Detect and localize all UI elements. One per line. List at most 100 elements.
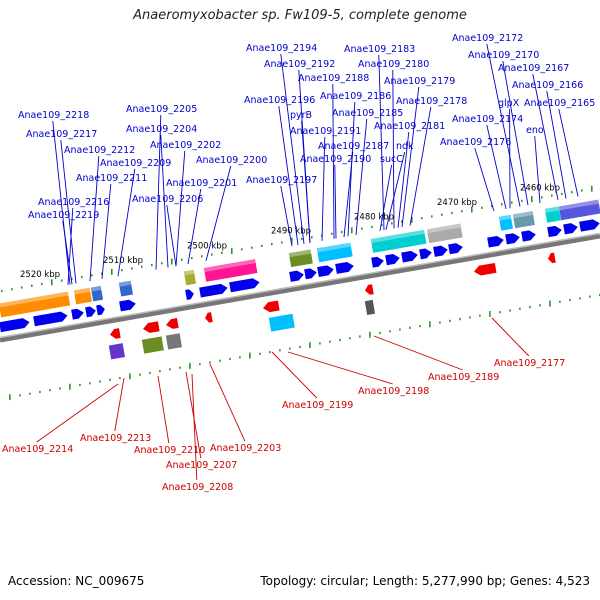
forward-gene-anae109-2180: Anae109_2180 bbox=[358, 59, 429, 229]
forward-gene-label: Anae109_2183 bbox=[344, 44, 415, 55]
reverse-gene-arrow bbox=[110, 328, 121, 339]
lower-guide-dots bbox=[9, 293, 600, 401]
leader-line bbox=[89, 155, 100, 282]
forward-gene-anae109-2179: Anae109_2179 bbox=[384, 76, 455, 228]
cog-block-forward bbox=[288, 249, 313, 268]
cog-block-reverse bbox=[165, 333, 182, 350]
reverse-gene-label: Anae109_2177 bbox=[494, 358, 565, 369]
forward-gene-label: Anae109_2196 bbox=[244, 95, 315, 106]
forward-gene-anae109-2206: Anae109_2206 bbox=[132, 194, 203, 267]
map-title: Anaeromyxobacter sp. Fw109-5, complete g… bbox=[133, 8, 467, 23]
reverse-gene-anae109-2199: Anae109_2199 bbox=[271, 351, 353, 411]
reverse-gene-anae109-2213: Anae109_2213 bbox=[80, 377, 151, 444]
forward-gene-ndk: ndk bbox=[385, 141, 414, 230]
forward-gene-label: Anae109_2167 bbox=[498, 63, 569, 74]
forward-gene-arrow bbox=[96, 304, 105, 316]
forward-gene-pyrb: pyrB bbox=[290, 110, 312, 243]
leader-line bbox=[287, 351, 393, 385]
forward-gene-label: glpX bbox=[498, 98, 520, 109]
forward-gene-arrow bbox=[71, 308, 84, 320]
reverse-gene-label: Anae109_2189 bbox=[428, 372, 499, 383]
forward-gene-label: Anae109_2187 bbox=[318, 141, 389, 152]
reverse-gene-arrow bbox=[205, 312, 213, 323]
reverse-gene-arrow bbox=[474, 262, 497, 276]
kbp-label: 2490 kbp bbox=[271, 227, 311, 237]
leader-line bbox=[321, 136, 326, 241]
leader-line bbox=[101, 183, 112, 280]
reverse-gene-anae109-2177: Anae109_2177 bbox=[491, 317, 565, 369]
leader-line bbox=[532, 73, 559, 201]
reverse-gene-label: Anae109_2203 bbox=[210, 443, 281, 454]
reverse-gene-arrow bbox=[548, 252, 556, 264]
forward-gene-anae109-2200: Anae109_2200 bbox=[196, 155, 267, 262]
forward-gene-arrow bbox=[119, 299, 136, 312]
forward-gene-label: Anae109_2205 bbox=[126, 104, 197, 115]
forward-gene-arrow bbox=[371, 256, 384, 268]
leader-line bbox=[155, 114, 162, 270]
leader-line bbox=[166, 204, 177, 267]
leader-line bbox=[502, 60, 529, 206]
forward-gene-anae109-2211: Anae109_2211 bbox=[76, 173, 147, 280]
cog-block-forward bbox=[203, 259, 258, 282]
forward-gene-anae109-2172: Anae109_2172 bbox=[452, 33, 523, 207]
reverse-gene-label: Anae109_2199 bbox=[282, 400, 353, 411]
forward-gene-arrow bbox=[85, 306, 96, 318]
forward-gene-label: Anae109_2197 bbox=[246, 175, 317, 186]
forward-gene-arrow bbox=[304, 268, 317, 280]
cog-block-forward bbox=[512, 211, 535, 229]
leader-line bbox=[114, 377, 125, 432]
leader-line bbox=[534, 135, 541, 204]
forward-gene-label: Anae109_2170 bbox=[468, 50, 539, 61]
cog-block-forward bbox=[0, 291, 71, 318]
leader-line bbox=[60, 139, 77, 284]
kbp-label: 2460 kbp bbox=[520, 184, 560, 194]
cog-block-forward bbox=[90, 285, 104, 302]
forward-gene-label: Anae109_2174 bbox=[452, 114, 523, 125]
forward-gene-anae109-2191: Anae109_2191 bbox=[290, 126, 361, 241]
forward-gene-arrow bbox=[547, 225, 562, 238]
forward-gene-label: Anae109_2217 bbox=[26, 129, 97, 140]
leader-line bbox=[409, 106, 432, 226]
leader-line bbox=[280, 185, 293, 247]
leader-line bbox=[36, 383, 119, 443]
cog-block-forward bbox=[426, 223, 463, 244]
leader-line bbox=[486, 43, 521, 207]
forward-gene-label: Anae109_2179 bbox=[384, 76, 455, 87]
forward-gene-arrow bbox=[401, 250, 418, 263]
forward-gene-arrow bbox=[563, 223, 578, 235]
leader-line bbox=[397, 131, 410, 228]
kbp-label: 2510 kbp bbox=[103, 256, 143, 266]
leader-line bbox=[209, 363, 246, 442]
reverse-gene-label: Anae109_2208 bbox=[162, 482, 233, 493]
forward-gene-label: Anae109_2200 bbox=[196, 155, 267, 166]
forward-gene-label: Anae109_2181 bbox=[374, 121, 445, 132]
forward-gene-label: Anae109_2172 bbox=[452, 33, 523, 44]
forward-gene-label: Anae109_2190 bbox=[300, 154, 371, 165]
forward-gene-anae109-2178: Anae109_2178 bbox=[396, 96, 467, 226]
forward-gene-arrow bbox=[433, 245, 448, 257]
cog-block-forward bbox=[183, 269, 197, 286]
genome-stats-text: Topology: circular; Length: 5,277,990 bp… bbox=[260, 574, 590, 588]
forward-gene-anae109-2183: Anae109_2183 bbox=[344, 44, 415, 231]
leader-line bbox=[187, 188, 202, 265]
leader-line bbox=[185, 371, 202, 459]
forward-gene-label: Anae109_2191 bbox=[290, 126, 361, 137]
leader-line bbox=[378, 54, 385, 231]
forward-gene-label: Anae109_2178 bbox=[396, 96, 467, 107]
forward-gene-anae109-2204: Anae109_2204 bbox=[126, 124, 197, 268]
forward-gene-label: Anae109_2176 bbox=[440, 137, 511, 148]
leader-line bbox=[62, 220, 73, 285]
forward-gene-anae109-2166: Anae109_2166 bbox=[512, 80, 583, 199]
forward-gene-anae109-2176: Anae109_2176 bbox=[440, 137, 511, 212]
forward-gene-label: Anae109_2219 bbox=[28, 210, 99, 221]
forward-gene-label: Anae109_2206 bbox=[132, 194, 203, 205]
leader-line bbox=[175, 150, 186, 267]
forward-gene-label: Anae109_2194 bbox=[246, 43, 317, 54]
leader-line bbox=[160, 134, 169, 268]
forward-gene-anae109-2202: Anae109_2202 bbox=[150, 140, 221, 267]
forward-gene-label: Anae109_2192 bbox=[264, 59, 335, 70]
forward-gene-label: pyrB bbox=[290, 110, 312, 121]
leader-line bbox=[271, 351, 318, 399]
forward-gene-arrow bbox=[579, 219, 600, 232]
